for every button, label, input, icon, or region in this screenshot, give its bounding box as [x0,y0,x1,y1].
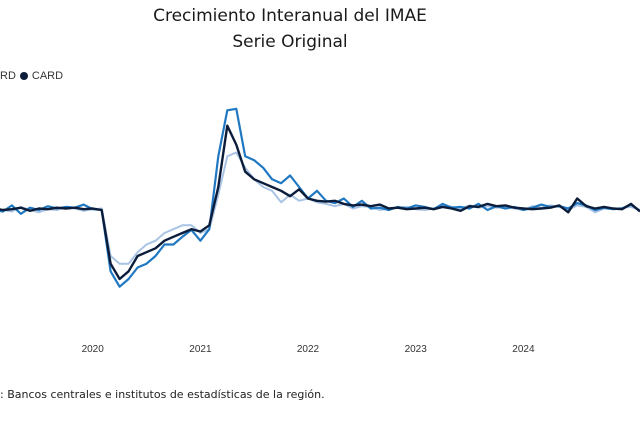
series-line-series-2 [0,151,640,265]
series-line-series-1 [0,107,640,288]
x-tick-label: 2024 [512,344,535,355]
legend-label-cut: RD [0,70,16,82]
x-tick-label: 2023 [405,344,428,355]
x-tick-label: 2020 [82,344,105,355]
source-note: : Bancos centrales e institutos de estad… [0,388,325,401]
chart-subtitle: Serie Original [232,32,348,52]
chart-title: Crecimiento Interanual del IMAE [153,6,427,26]
series-line-card [0,124,640,281]
legend-label-card: CARD [31,70,64,82]
x-tick-label: 2021 [189,344,212,355]
legend: RD CARD [0,70,63,82]
x-tick-label: 2022 [297,344,320,355]
legend-dot-card [19,72,28,80]
chart-plot-area: 2020 2021 2022 2023 2024 [0,107,640,355]
x-axis-ticks: 2020 2021 2022 2023 2024 [82,344,535,355]
series-lines [0,107,640,288]
